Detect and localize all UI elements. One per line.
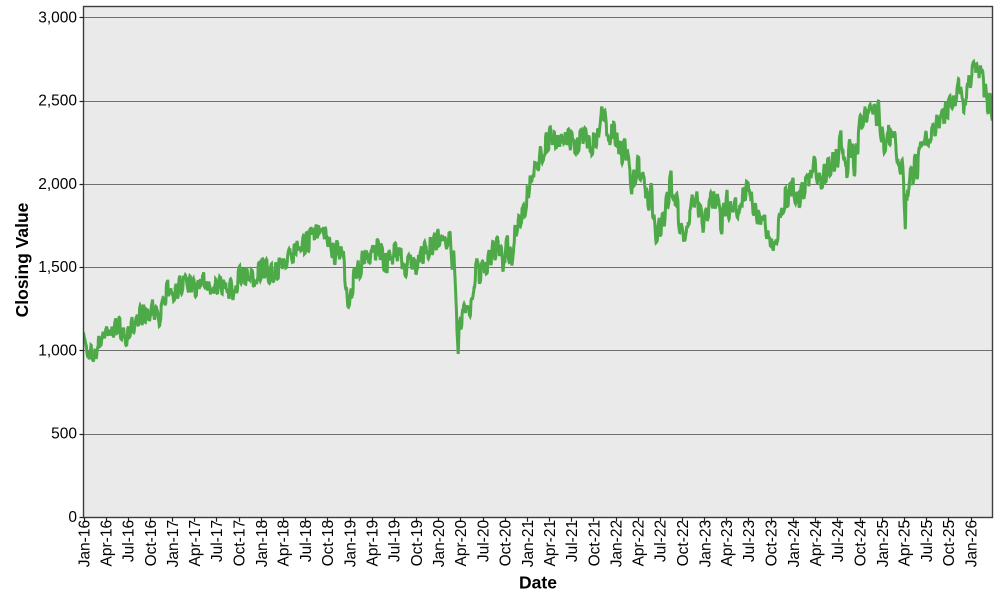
svg-text:Apr-19: Apr-19 (364, 520, 381, 567)
svg-text:Jan-18: Jan-18 (254, 520, 271, 567)
svg-text:Jan-17: Jan-17 (165, 520, 182, 567)
svg-text:Jan-20: Jan-20 (431, 520, 448, 568)
svg-text:Oct-18: Oct-18 (320, 520, 337, 567)
svg-text:Apr-21: Apr-21 (542, 520, 559, 567)
svg-text:Jul-21: Jul-21 (564, 520, 581, 562)
svg-text:Jan-21: Jan-21 (520, 520, 537, 567)
svg-text:Oct-20: Oct-20 (498, 520, 515, 567)
svg-text:2,000: 2,000 (38, 176, 77, 193)
svg-text:3,000: 3,000 (38, 9, 77, 26)
svg-text:500: 500 (51, 426, 77, 443)
svg-text:1,000: 1,000 (38, 342, 77, 359)
svg-text:Date: Date (519, 572, 557, 592)
svg-text:Apr-24: Apr-24 (808, 520, 825, 567)
svg-text:0: 0 (68, 509, 77, 526)
svg-text:Apr-20: Apr-20 (453, 520, 470, 567)
svg-text:Jul-18: Jul-18 (298, 520, 315, 562)
svg-text:Jan-26: Jan-26 (963, 520, 980, 567)
svg-text:Oct-21: Oct-21 (586, 520, 603, 567)
svg-text:Oct-23: Oct-23 (764, 520, 781, 567)
svg-text:Oct-25: Oct-25 (941, 520, 958, 567)
svg-text:2,500: 2,500 (38, 93, 77, 110)
svg-text:Jul-16: Jul-16 (121, 520, 138, 562)
svg-text:Jul-23: Jul-23 (741, 520, 758, 562)
svg-text:Apr-22: Apr-22 (630, 520, 647, 567)
svg-text:Apr-18: Apr-18 (276, 520, 293, 567)
svg-text:Jan-25: Jan-25 (875, 520, 892, 567)
svg-text:Jan-24: Jan-24 (786, 520, 803, 568)
svg-text:Oct-19: Oct-19 (409, 520, 426, 567)
svg-text:Oct-17: Oct-17 (231, 520, 248, 567)
svg-text:Jul-25: Jul-25 (919, 520, 936, 562)
svg-text:Jul-22: Jul-22 (653, 520, 670, 562)
svg-text:Oct-16: Oct-16 (143, 520, 160, 567)
svg-text:Closing Value: Closing Value (12, 202, 32, 317)
svg-text:Jul-24: Jul-24 (830, 520, 847, 563)
svg-text:Oct-24: Oct-24 (852, 520, 869, 567)
svg-text:Apr-23: Apr-23 (719, 520, 736, 567)
svg-text:Oct-22: Oct-22 (675, 520, 692, 567)
svg-text:Apr-25: Apr-25 (897, 520, 914, 567)
svg-text:Jul-19: Jul-19 (386, 520, 403, 562)
svg-text:Jul-17: Jul-17 (209, 520, 226, 562)
svg-text:Jan-22: Jan-22 (609, 520, 626, 567)
svg-text:Apr-17: Apr-17 (187, 520, 204, 567)
svg-text:Jan-19: Jan-19 (342, 520, 359, 567)
svg-text:Jul-20: Jul-20 (475, 520, 492, 563)
svg-text:Apr-16: Apr-16 (98, 520, 115, 567)
svg-text:Jan-23: Jan-23 (697, 520, 714, 567)
svg-text:Jan-16: Jan-16 (76, 520, 93, 567)
svg-text:1,500: 1,500 (38, 259, 77, 276)
